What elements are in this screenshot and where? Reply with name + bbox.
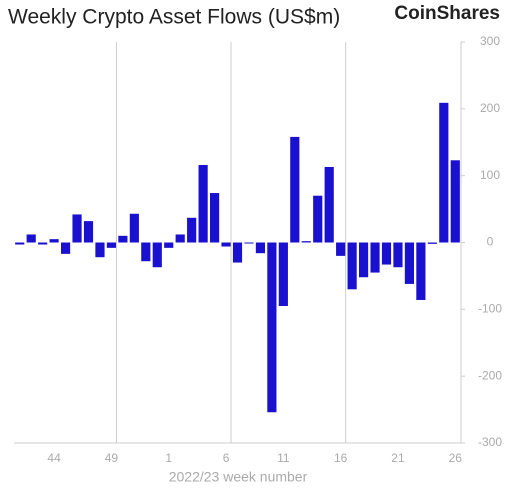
- bar: [427, 242, 437, 244]
- x-tick-label: 16: [334, 451, 348, 465]
- bar: [152, 242, 162, 268]
- bar: [290, 136, 300, 243]
- bar: [336, 242, 346, 256]
- y-tick-label: -200: [478, 368, 502, 382]
- bar: [129, 213, 139, 243]
- y-tick-label: 200: [480, 101, 500, 115]
- bar: [187, 217, 197, 243]
- bar: [393, 242, 403, 268]
- y-tick-label: -300: [478, 435, 502, 449]
- bar: [106, 242, 117, 248]
- bar: [301, 241, 311, 243]
- bar: [221, 242, 231, 247]
- bar: [60, 242, 71, 254]
- x-tick-label: 1: [165, 451, 172, 465]
- bar: [313, 195, 323, 243]
- bar: [26, 234, 36, 243]
- bar: [416, 242, 426, 300]
- x-tick-label: 44: [47, 451, 61, 465]
- bar: [83, 221, 94, 243]
- chart-title: Weekly Crypto Asset Flows (US$m): [8, 6, 340, 29]
- bar: [118, 235, 128, 243]
- bar: [370, 242, 380, 273]
- bar: [95, 242, 105, 258]
- bar: [439, 102, 449, 243]
- bar: [255, 242, 266, 254]
- bar: [381, 242, 392, 265]
- x-tick-label: 6: [223, 451, 230, 465]
- bar: [72, 214, 82, 243]
- bar: [278, 242, 288, 306]
- x-axis-label: 2022/23 week number: [169, 469, 308, 485]
- bar: [244, 242, 254, 244]
- bar: [198, 164, 208, 243]
- y-tick-label: 300: [480, 34, 500, 48]
- x-tick-label: 21: [391, 451, 405, 465]
- bar: [358, 242, 369, 278]
- bar: [38, 242, 48, 245]
- bar: [209, 193, 220, 243]
- bar: [324, 166, 334, 243]
- bar: [404, 242, 415, 284]
- bar: [15, 242, 25, 245]
- x-tick-label: 49: [105, 451, 119, 465]
- y-tick-label: 0: [487, 235, 494, 249]
- bar: [267, 242, 277, 413]
- brand-logo: CoinShares: [394, 3, 500, 24]
- y-tick-label: -100: [478, 302, 502, 316]
- bar: [175, 234, 185, 243]
- bar: [450, 160, 460, 243]
- x-tick-label: 11: [277, 451, 290, 465]
- bar: [347, 242, 357, 290]
- x-tick-label: 26: [449, 451, 463, 465]
- bar: [141, 242, 151, 262]
- bar: [164, 242, 174, 248]
- bar: [49, 239, 59, 243]
- bar: [232, 242, 243, 263]
- y-tick-label: 100: [480, 168, 500, 182]
